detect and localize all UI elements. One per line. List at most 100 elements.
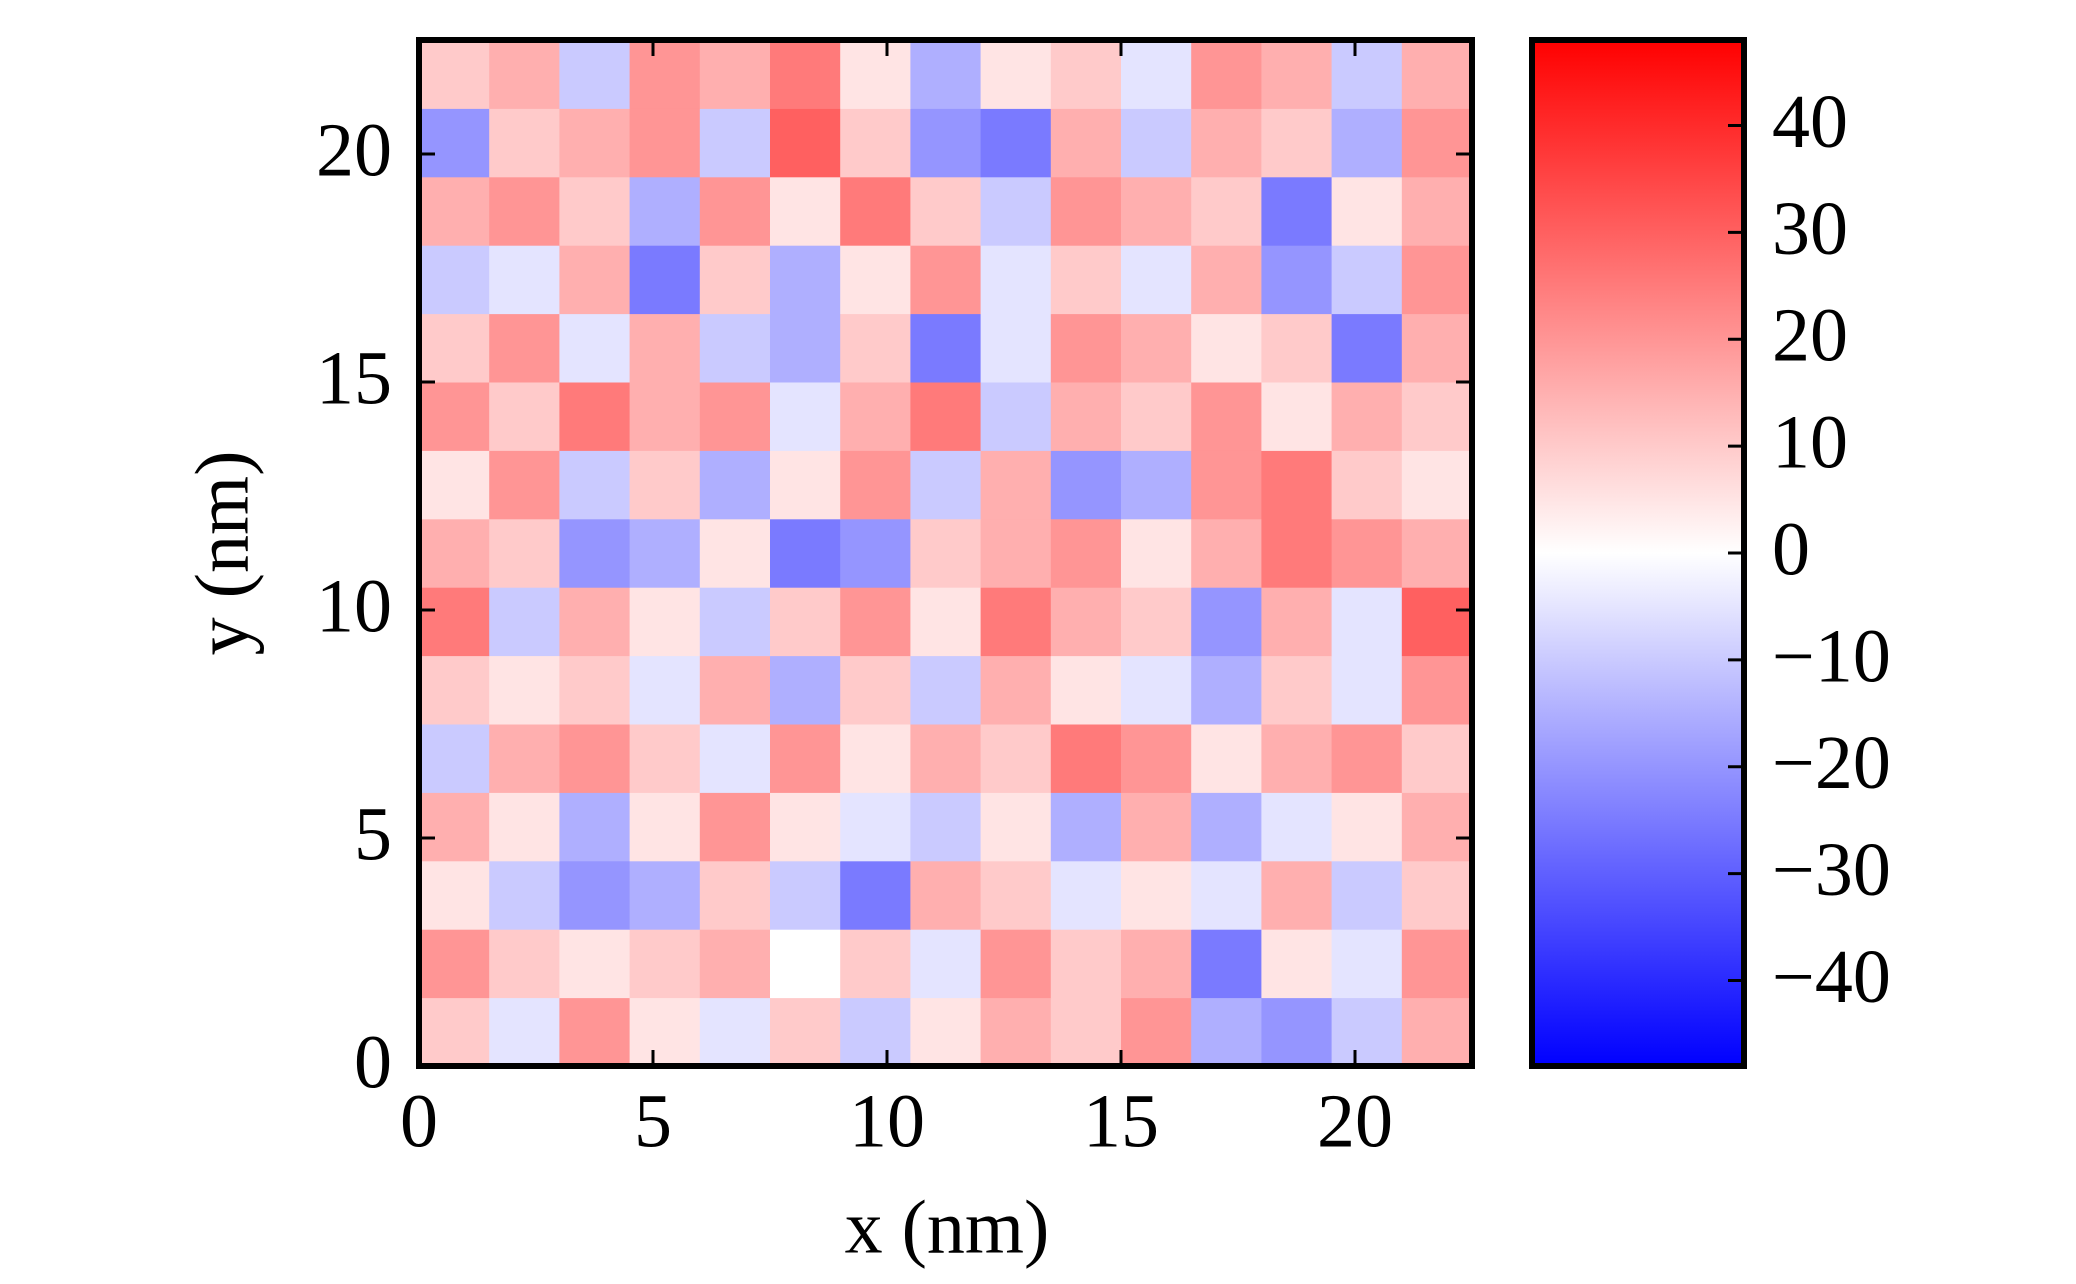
heatmap-cell (699, 245, 771, 315)
heatmap-cell (840, 587, 911, 657)
heatmap-cell (1261, 655, 1333, 725)
heatmap-cell (910, 176, 982, 246)
heatmap-cell (1261, 313, 1333, 383)
heatmap-cell (629, 655, 701, 725)
heatmap-cell (1401, 587, 1473, 657)
heatmap-cell (1331, 450, 1403, 520)
heatmap-cell (419, 245, 490, 315)
heatmap-cell (419, 860, 490, 930)
heatmap-cell (1191, 518, 1262, 588)
heatmap-cell (559, 792, 631, 862)
heatmap-cell (419, 792, 490, 862)
heatmap-cell (770, 929, 841, 999)
heatmap-cell (699, 518, 771, 588)
heatmap-cell (980, 108, 1052, 178)
heatmap-cell (1121, 382, 1192, 451)
heatmap-cell (699, 176, 771, 246)
heatmap-cell (1050, 313, 1122, 383)
heatmap-cell (699, 587, 771, 657)
heatmap-cell (629, 587, 701, 657)
heatmap-cell (629, 108, 701, 178)
heatmap-cell (1331, 518, 1403, 588)
heatmap-cell (840, 40, 911, 109)
heatmap-cell (770, 655, 841, 725)
heatmap-cell (699, 997, 771, 1067)
heatmap-cell (489, 997, 560, 1067)
heatmap-cell (910, 860, 982, 930)
heatmap-cell (1331, 382, 1403, 451)
heatmap-cell (1331, 929, 1403, 999)
heatmap-cell (559, 997, 631, 1067)
heatmap-cell (980, 724, 1052, 793)
heatmap-cell (910, 450, 982, 520)
heatmap-cell (980, 40, 1052, 109)
heatmap-cell (1331, 792, 1403, 862)
heatmap-cell (1331, 860, 1403, 930)
heatmap-cell (1401, 450, 1473, 520)
y-tick-label: 0 (354, 1020, 392, 1104)
heatmap-cell (1121, 860, 1192, 930)
heatmap-cell (419, 724, 490, 793)
heatmap-cell (1261, 450, 1333, 520)
heatmap-cell (1121, 313, 1192, 383)
heatmap-cell (559, 518, 631, 588)
heatmap-cell (980, 382, 1052, 451)
heatmap-cell (840, 860, 911, 930)
colorbar-tick-label: 20 (1772, 294, 1848, 378)
heatmap-cell (1050, 724, 1122, 793)
heatmap-cell (1331, 108, 1403, 178)
heatmap-cell (910, 997, 982, 1067)
heatmap-cell (1121, 245, 1192, 315)
colorbar-tick-label: −30 (1772, 828, 1891, 912)
heatmap-cell (1401, 929, 1473, 999)
heatmap-cell (1261, 587, 1333, 657)
heatmap-cell (1401, 997, 1473, 1067)
heatmap-cell (559, 450, 631, 520)
heatmap-cell (419, 450, 490, 520)
heatmap-cell (1331, 655, 1403, 725)
x-tick-label: 5 (634, 1079, 672, 1163)
heatmap-cell (1331, 245, 1403, 315)
heatmap-cell (489, 587, 560, 657)
heatmap-cell (559, 108, 631, 178)
colorbar-tick-label: 10 (1772, 401, 1848, 485)
x-tick-label: 20 (1317, 1079, 1393, 1163)
heatmap-cell (980, 929, 1052, 999)
heatmap-cell (770, 108, 841, 178)
heatmap-cell (1261, 860, 1333, 930)
heatmap-cell (629, 860, 701, 930)
heatmap-cell (1050, 108, 1122, 178)
x-tick-label: 0 (400, 1079, 438, 1163)
heatmap-cell (910, 40, 982, 109)
heatmap-cell (559, 655, 631, 725)
heatmap-cell (1121, 587, 1192, 657)
heatmap-cell (1191, 176, 1262, 246)
heatmap-cell (770, 792, 841, 862)
heatmap-cell (840, 929, 911, 999)
heatmap-cell (1191, 860, 1262, 930)
heatmap-cell (419, 313, 490, 383)
heatmap-cell (910, 929, 982, 999)
heatmap-cell (770, 245, 841, 315)
heatmap-cell (840, 655, 911, 725)
heatmap-cell (910, 655, 982, 725)
heatmap-cell (840, 997, 911, 1067)
heatmap-cell (1261, 245, 1333, 315)
heatmap-cell (489, 792, 560, 862)
heatmap-cell (1050, 929, 1122, 999)
heatmap-cell (629, 382, 701, 451)
heatmap-cell (629, 792, 701, 862)
heatmap-cell (1050, 245, 1122, 315)
heatmap-cell (980, 245, 1052, 315)
heatmap-cell (1401, 860, 1473, 930)
heatmap-cell (840, 108, 911, 178)
heatmap-cell (489, 655, 560, 725)
heatmap-cell (489, 382, 560, 451)
heatmap-cell (840, 382, 911, 451)
heatmap-cell (1050, 860, 1122, 930)
heatmap-cell (910, 245, 982, 315)
heatmap-cell (559, 860, 631, 930)
heatmap-cell (910, 724, 982, 793)
heatmap-cell (699, 929, 771, 999)
heatmap-cell (840, 518, 911, 588)
